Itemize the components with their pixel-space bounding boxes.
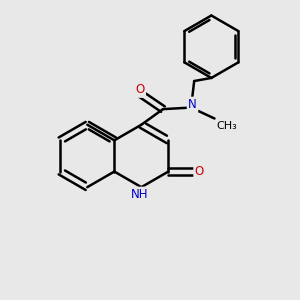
- Text: NH: NH: [131, 188, 148, 201]
- Text: N: N: [188, 98, 197, 111]
- Text: O: O: [135, 83, 145, 97]
- Text: O: O: [195, 165, 204, 178]
- Text: CH₃: CH₃: [216, 121, 237, 131]
